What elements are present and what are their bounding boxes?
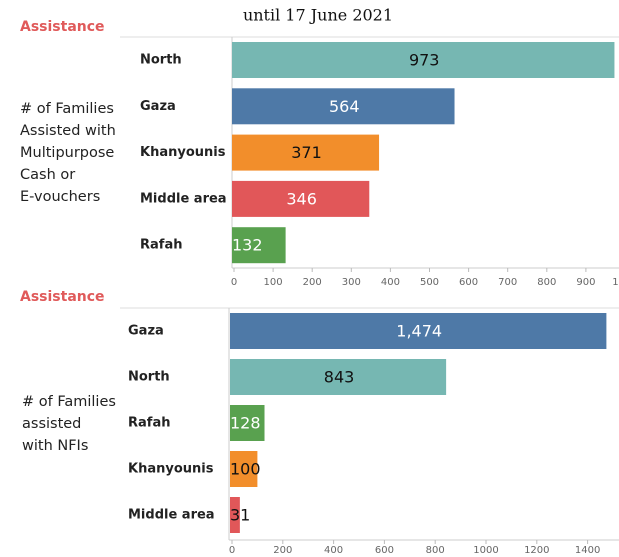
y-axis-title-line: Multipurpose xyxy=(20,145,115,161)
x-tick-label: 1400 xyxy=(575,545,600,556)
x-tick-label: 600 xyxy=(375,545,394,556)
section-title: Assistance xyxy=(20,289,105,305)
category-label: Middle area xyxy=(128,508,215,523)
category-label: North xyxy=(140,53,182,68)
bar xyxy=(230,359,447,395)
category-label: Rafah xyxy=(128,416,170,431)
y-axis-title: # of Families assisted with NFIs xyxy=(22,391,116,457)
data-label: 1,474 xyxy=(396,322,442,341)
category-label: Gaza xyxy=(128,324,164,339)
x-tick-label: 800 xyxy=(426,545,445,556)
bar xyxy=(232,180,370,217)
data-label: 843 xyxy=(324,368,355,387)
data-label: 100 xyxy=(230,460,261,479)
data-label: 973 xyxy=(409,51,440,70)
x-tick-label: 0 xyxy=(231,277,237,288)
y-axis-title: # of Families Assisted with Multipurpose Ca… xyxy=(20,98,116,208)
x-tick-label: 400 xyxy=(381,277,400,288)
category-label: North xyxy=(128,370,170,385)
y-axis-title-line: # of Families xyxy=(22,394,116,410)
x-tick-label: 100 xyxy=(264,277,283,288)
bar xyxy=(232,134,380,171)
bar xyxy=(230,497,240,533)
x-tick-label: 400 xyxy=(324,545,343,556)
data-label: 128 xyxy=(230,414,261,433)
data-label: 346 xyxy=(286,189,317,208)
subtitle: until 17 June 2021 xyxy=(243,6,393,25)
bar xyxy=(230,405,265,441)
data-label: 371 xyxy=(291,143,322,162)
x-tick-label: 1200 xyxy=(524,545,549,556)
x-tick-label: 700 xyxy=(498,277,517,288)
x-tick-label: 200 xyxy=(273,545,292,556)
x-tick-label: 500 xyxy=(420,277,439,288)
x-tick-label: 300 xyxy=(342,277,361,288)
y-axis-title-line: with NFIs xyxy=(22,438,89,454)
y-axis-title-line: Cash or xyxy=(20,167,76,183)
bar xyxy=(230,451,258,487)
bar xyxy=(230,313,607,349)
x-tick-label: 600 xyxy=(459,277,478,288)
x-tick-label: 900 xyxy=(576,277,595,288)
x-tick-label: 1000 xyxy=(612,277,619,288)
x-tick-label: 800 xyxy=(537,277,556,288)
category-label: Middle area xyxy=(140,191,227,206)
bar xyxy=(232,227,286,264)
category-label: Khanyounis xyxy=(128,462,214,477)
category-label: Rafah xyxy=(140,238,182,253)
data-label: 132 xyxy=(232,236,263,255)
y-axis-title-line: assisted xyxy=(22,416,82,432)
y-axis-title-line: E-vouchers xyxy=(20,189,101,205)
data-label: 564 xyxy=(329,97,360,116)
x-tick-label: 200 xyxy=(303,277,322,288)
y-axis-title-line: Assisted with xyxy=(20,123,116,139)
category-label: Khanyounis xyxy=(140,145,226,160)
data-label: 31 xyxy=(230,506,250,525)
section-title: Assistance xyxy=(20,19,105,35)
bar xyxy=(232,42,615,78)
category-label: Gaza xyxy=(140,99,176,114)
y-axis-title-line: # of Families xyxy=(20,101,114,117)
x-tick-label: 0 xyxy=(229,545,235,556)
bar xyxy=(232,88,455,125)
x-tick-label: 1000 xyxy=(473,545,498,556)
